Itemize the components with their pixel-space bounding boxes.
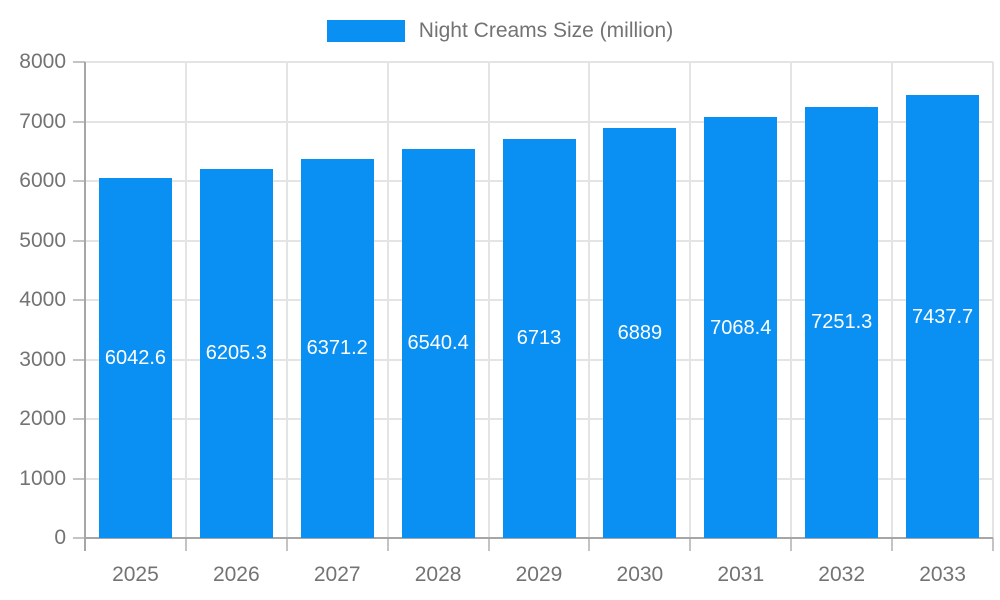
bar[interactable] [603, 128, 676, 538]
x-axis-label: 2029 [515, 563, 563, 586]
y-axis-label: 8000 [19, 50, 66, 73]
v-gridline [386, 62, 389, 538]
bar-value-label: 6713 [516, 327, 562, 350]
x-axis-label: 2027 [313, 563, 361, 586]
y-tick [73, 418, 85, 420]
x-axis-line [85, 537, 993, 539]
x-axis-label: 2033 [919, 563, 966, 586]
legend-swatch [326, 20, 405, 42]
x-tick [386, 538, 389, 551]
y-tick [73, 180, 85, 182]
y-tick [73, 61, 85, 63]
x-tick [790, 538, 793, 551]
bar[interactable] [704, 117, 777, 538]
y-axis-label: 6000 [19, 169, 66, 192]
x-axis-label: 2028 [414, 563, 462, 586]
bar-value-label: 7068.4 [710, 316, 772, 339]
x-axis-label: 2025 [112, 563, 159, 586]
bar[interactable] [402, 148, 475, 538]
bar[interactable] [805, 106, 878, 538]
y-tick [73, 120, 85, 123]
x-axis-label: 2031 [717, 563, 765, 586]
y-axis-label: 4000 [19, 288, 66, 311]
bar[interactable] [301, 158, 374, 538]
x-tick [588, 538, 591, 551]
x-tick [891, 538, 894, 551]
bar[interactable] [503, 138, 576, 538]
x-axis-label: 2032 [818, 563, 866, 586]
x-tick [992, 538, 994, 551]
x-tick [285, 538, 288, 551]
bar-value-label: 6042.6 [104, 347, 167, 370]
v-gridline [790, 62, 793, 538]
v-gridline [891, 62, 894, 538]
bar[interactable] [99, 178, 172, 538]
bar-value-label: 6205.3 [205, 342, 267, 365]
y-tick [73, 358, 85, 361]
v-gridline [487, 62, 490, 538]
x-tick [184, 538, 187, 551]
legend[interactable]: Night Creams Size (million) [0, 18, 1000, 44]
bar-value-label: 6540.4 [407, 332, 469, 355]
y-axis-label: 5000 [19, 228, 66, 252]
v-gridline [588, 62, 591, 538]
y-axis-label: 7000 [19, 109, 66, 133]
y-axis-label: 1000 [19, 466, 66, 490]
y-axis-label: 2000 [19, 407, 66, 430]
y-tick [73, 537, 85, 539]
y-tick [73, 239, 85, 242]
y-axis-label: 0 [54, 526, 66, 549]
legend-label: Night Creams Size (million) [418, 19, 674, 42]
x-axis-label: 2026 [212, 563, 260, 586]
v-gridline [285, 62, 288, 538]
bar[interactable] [906, 95, 979, 538]
x-tick [689, 538, 692, 551]
y-axis-line [84, 62, 86, 551]
h-gridline [85, 120, 993, 123]
y-tick [73, 477, 85, 480]
y-tick [73, 299, 85, 301]
x-tick [487, 538, 490, 551]
bar-value-label: 7251.3 [811, 311, 873, 334]
bar-value-label: 6371.2 [306, 337, 368, 360]
h-gridline [85, 61, 993, 63]
x-axis-label: 2030 [616, 563, 664, 586]
v-gridline [184, 62, 187, 538]
bar-value-label: 6889 [617, 322, 663, 345]
v-gridline [689, 62, 692, 538]
bar[interactable] [200, 168, 273, 538]
v-gridline [992, 62, 994, 538]
y-axis-label: 3000 [19, 347, 66, 371]
bar-value-label: 7437.7 [911, 305, 974, 328]
